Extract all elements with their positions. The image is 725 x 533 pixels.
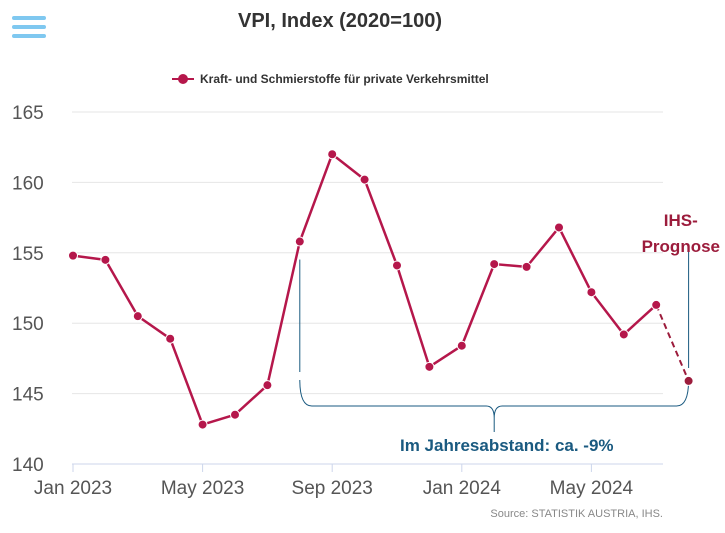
annotation-bracket bbox=[299, 379, 690, 432]
data-point bbox=[489, 259, 500, 270]
data-point bbox=[392, 260, 402, 271]
chart-title: VPI, Index (2020=100) bbox=[237, 10, 442, 32]
data-point bbox=[262, 380, 273, 391]
data-point bbox=[424, 361, 435, 372]
x-tick-label: Sep 2023 bbox=[292, 478, 373, 499]
data-point bbox=[100, 254, 111, 265]
x-tick-label: May 2024 bbox=[550, 478, 634, 499]
legend-label: Kraft- und Schmierstoffe für private Ver… bbox=[200, 72, 489, 86]
data-point bbox=[651, 299, 662, 310]
y-tick-label: 155 bbox=[12, 244, 44, 265]
y-tick-label: 145 bbox=[12, 385, 44, 406]
data-point bbox=[197, 419, 208, 430]
forecast-label-line2: Prognose bbox=[641, 237, 720, 256]
data-point bbox=[618, 329, 629, 340]
data-point bbox=[327, 149, 338, 160]
data-point bbox=[294, 236, 305, 247]
data-point bbox=[68, 250, 78, 261]
data-point bbox=[132, 311, 143, 322]
forecast-line bbox=[655, 304, 690, 382]
source-credit: Source: STATISTIK AUSTRIA, IHS. bbox=[490, 508, 663, 520]
forecast-point bbox=[683, 375, 694, 386]
y-tick-label: 165 bbox=[12, 103, 44, 124]
x-tick-label: Jan 2024 bbox=[423, 478, 502, 499]
annotation-text: Im Jahresabstand: ca. -9% bbox=[400, 436, 614, 455]
data-point bbox=[165, 333, 176, 344]
y-tick-label: 150 bbox=[12, 314, 44, 335]
legend-item[interactable]: Kraft- und Schmierstoffe für private Ver… bbox=[172, 72, 489, 86]
y-tick-label: 160 bbox=[12, 173, 44, 194]
data-point bbox=[521, 261, 532, 272]
x-tick-label: Jan 2023 bbox=[34, 478, 112, 499]
data-point bbox=[230, 409, 240, 420]
forecast-label: IHS- Prognose bbox=[642, 208, 720, 260]
y-tick-label: 140 bbox=[12, 455, 44, 476]
data-point bbox=[586, 287, 597, 298]
data-point bbox=[359, 174, 370, 185]
data-point bbox=[456, 340, 467, 351]
legend-marker-icon bbox=[172, 74, 194, 84]
forecast-label-line1: IHS- bbox=[663, 211, 698, 230]
hamburger-menu-icon[interactable] bbox=[12, 16, 46, 44]
x-tick-label: May 2023 bbox=[161, 478, 244, 499]
data-point bbox=[554, 222, 564, 233]
series-line bbox=[72, 152, 658, 426]
